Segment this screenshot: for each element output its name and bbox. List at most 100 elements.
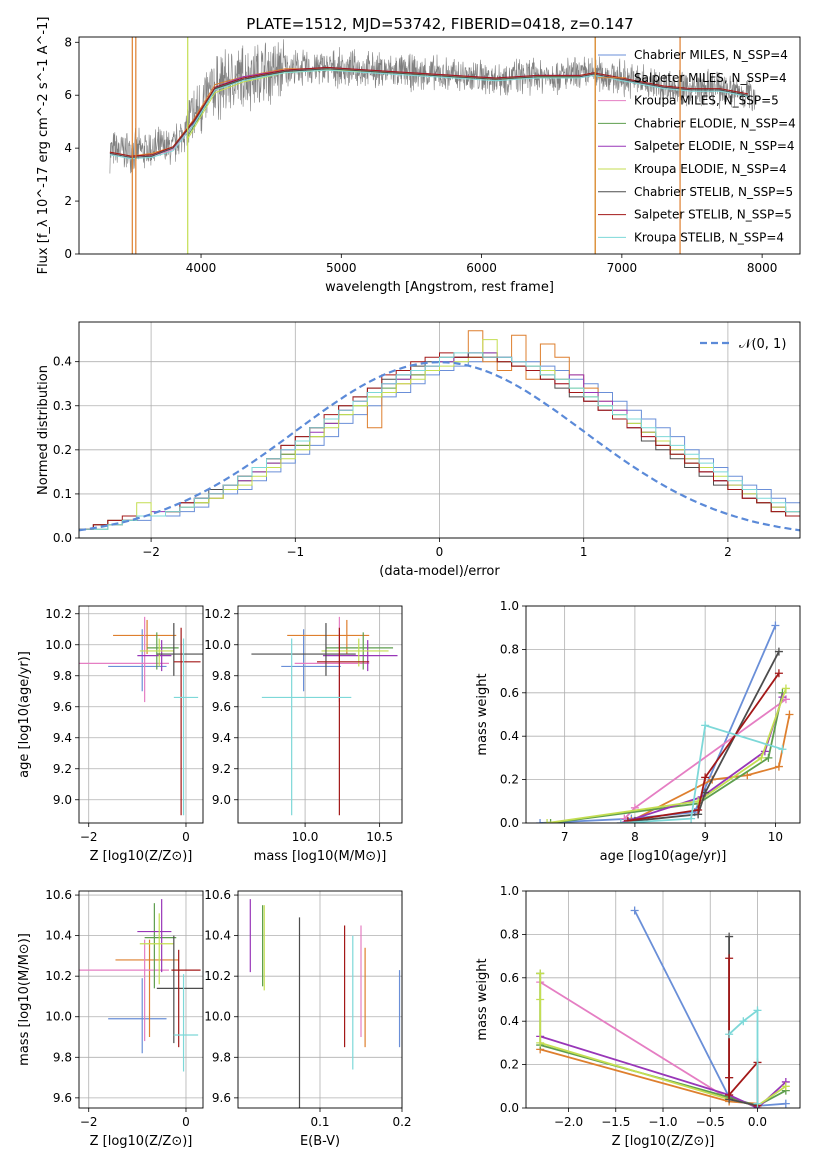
x-axis-label: age [log10(age/yr)] [600, 849, 727, 864]
x-axis-label: Z [log10(Z/Z⊙)] [612, 1134, 715, 1149]
model-spectrum-line [109, 68, 749, 158]
mass-vs-metallicity-panel: −2 0 9.6 9.8 10.0 10.2 10.4 10.6 Z [log10(Z/Z⊙)]… [17, 888, 204, 1149]
weight-marker [774, 647, 783, 656]
model-spectrum-line [109, 69, 749, 160]
y-tick-label: 10.2 [45, 969, 72, 983]
y-axis-label: age [log10(age/yr)] [17, 651, 32, 778]
weight-line [634, 651, 780, 822]
axes-frame [78, 36, 801, 255]
y-tick-label: 2 [64, 194, 72, 208]
legend-label: Salpeter ELODIE, N_SSP=4 [634, 139, 795, 153]
age-vs-mass-panel: 10.0 10.5 9.0 9.2 9.4 9.6 9.8 10.0 10.2 mass [log… [204, 605, 403, 864]
axes-frame [237, 605, 403, 824]
x-tick-label: 10 [768, 830, 783, 844]
y-tick-label: 10.2 [204, 969, 231, 983]
histogram-step [79, 352, 800, 538]
x-axis-label: Z [log10(Z/Z⊙)] [90, 849, 193, 864]
y-tick-label: 0 [64, 247, 72, 261]
x-tick-label: 0 [182, 830, 190, 844]
y-tick-label: 0.1 [53, 487, 72, 501]
x-axis-label: wavelength [Angstrom, rest frame] [325, 280, 554, 295]
y-tick-label: 9.8 [53, 1050, 72, 1064]
spectrum-plot-area [109, 37, 756, 254]
weight-marker [701, 773, 710, 782]
y-tick-label: 1.0 [500, 599, 519, 613]
y-tick-label: 0.2 [53, 443, 72, 457]
figure-title: PLATE=1512, MJD=53742, FIBERID=0418, z=0… [246, 15, 633, 33]
weight-marker [753, 1006, 762, 1015]
weight-marker [785, 710, 794, 719]
y-tick-label: 4 [64, 141, 72, 155]
x-tick-label: 0.2 [392, 1115, 411, 1129]
x-axis-label: mass [log10(M/M⊙)] [254, 849, 387, 864]
weight-line [550, 692, 784, 823]
weight-line [627, 672, 780, 822]
x-tick-label: 0.1 [310, 1115, 329, 1129]
weight-marker [616, 819, 625, 823]
legend-label: Kroupa ELODIE, N_SSP=4 [634, 162, 787, 176]
y-tick-label: 10.6 [45, 888, 72, 902]
x-tick-label: 8000 [747, 261, 778, 275]
y-tick-label: 10.0 [45, 638, 72, 652]
x-tick-label: 9 [701, 830, 709, 844]
weight-marker [725, 1030, 734, 1039]
y-tick-label: 10.4 [204, 929, 231, 943]
legend-label: Chabrier STELIB, N_SSP=5 [634, 185, 793, 199]
weight-plot-area [536, 621, 794, 823]
legend-label: Kroupa MILES, N_SSP=5 [634, 94, 779, 108]
weight-line [539, 973, 787, 1107]
y-tick-label: 9.2 [53, 762, 72, 776]
axes-frame [237, 890, 403, 1109]
y-tick-label: 0.2 [500, 773, 519, 787]
y-tick-label: 0.4 [500, 729, 519, 743]
y-tick-label: 9.6 [53, 700, 72, 714]
errorbar-plot-area [249, 899, 401, 1108]
y-axis-label: Normed distribution [36, 365, 51, 495]
weight-marker [774, 669, 783, 678]
weight-marker [543, 819, 552, 823]
weight-marker [536, 819, 545, 823]
weight-marker [725, 932, 734, 941]
x-tick-label: 7 [561, 830, 569, 844]
histogram-step [79, 352, 800, 538]
x-tick-label: 5000 [326, 261, 357, 275]
legend-label: 𝒩(0, 1) [739, 337, 786, 352]
spectrum-panel: 4000 5000 6000 7000 8000 0 2 4 6 8 wavelength [Ang… [36, 17, 801, 295]
y-tick-label: 9.8 [53, 669, 72, 683]
weight-marker [694, 805, 703, 814]
weight-line [546, 688, 787, 823]
histogram-plot-area [79, 330, 800, 538]
y-tick-label: 0.4 [500, 1014, 519, 1028]
y-tick-label: 10.0 [204, 1010, 231, 1024]
x-tick-label: −2 [80, 830, 98, 844]
weight-marker [630, 906, 639, 915]
axes-frame [78, 890, 204, 1109]
histogram-step [79, 352, 800, 538]
weight-marker [546, 819, 555, 823]
weight-marker [536, 1038, 545, 1047]
weight-marker [701, 721, 710, 730]
weight-line [728, 1008, 759, 1104]
y-axis-label: Flux [f_λ 10^-17 erg cm^-2 s^-1 A^-1] [36, 17, 51, 275]
y-tick-label: 10.2 [204, 607, 231, 621]
x-axis-label: E(B-V) [300, 1134, 340, 1149]
x-tick-label: −1.5 [601, 1115, 630, 1129]
errorbar-plot-area [79, 616, 203, 816]
y-tick-label: 9.6 [53, 1091, 72, 1105]
mass-weight-vs-age-panel: 7 8 9 10 0.0 0.2 0.4 0.6 0.8 1.0 age [log10(age/yr… [475, 599, 801, 864]
weight-marker [774, 762, 783, 771]
histogram-step [79, 352, 800, 538]
y-tick-label: 0.0 [53, 531, 72, 545]
x-tick-label: −1.0 [648, 1115, 677, 1129]
legend-label: Chabrier MILES, N_SSP=4 [634, 48, 788, 62]
y-tick-label: 9.4 [53, 731, 72, 745]
y-tick-label: 9.4 [212, 731, 231, 745]
legend-label: Salpeter MILES, N_SSP=4 [634, 71, 787, 85]
y-tick-label: 9.8 [212, 669, 231, 683]
y-tick-label: 0.3 [53, 399, 72, 413]
y-tick-label: 6 [64, 88, 72, 102]
x-tick-label: 10.5 [366, 830, 393, 844]
histogram-step [79, 356, 800, 538]
y-tick-label: 0.4 [53, 355, 72, 369]
weight-marker [725, 1090, 734, 1099]
